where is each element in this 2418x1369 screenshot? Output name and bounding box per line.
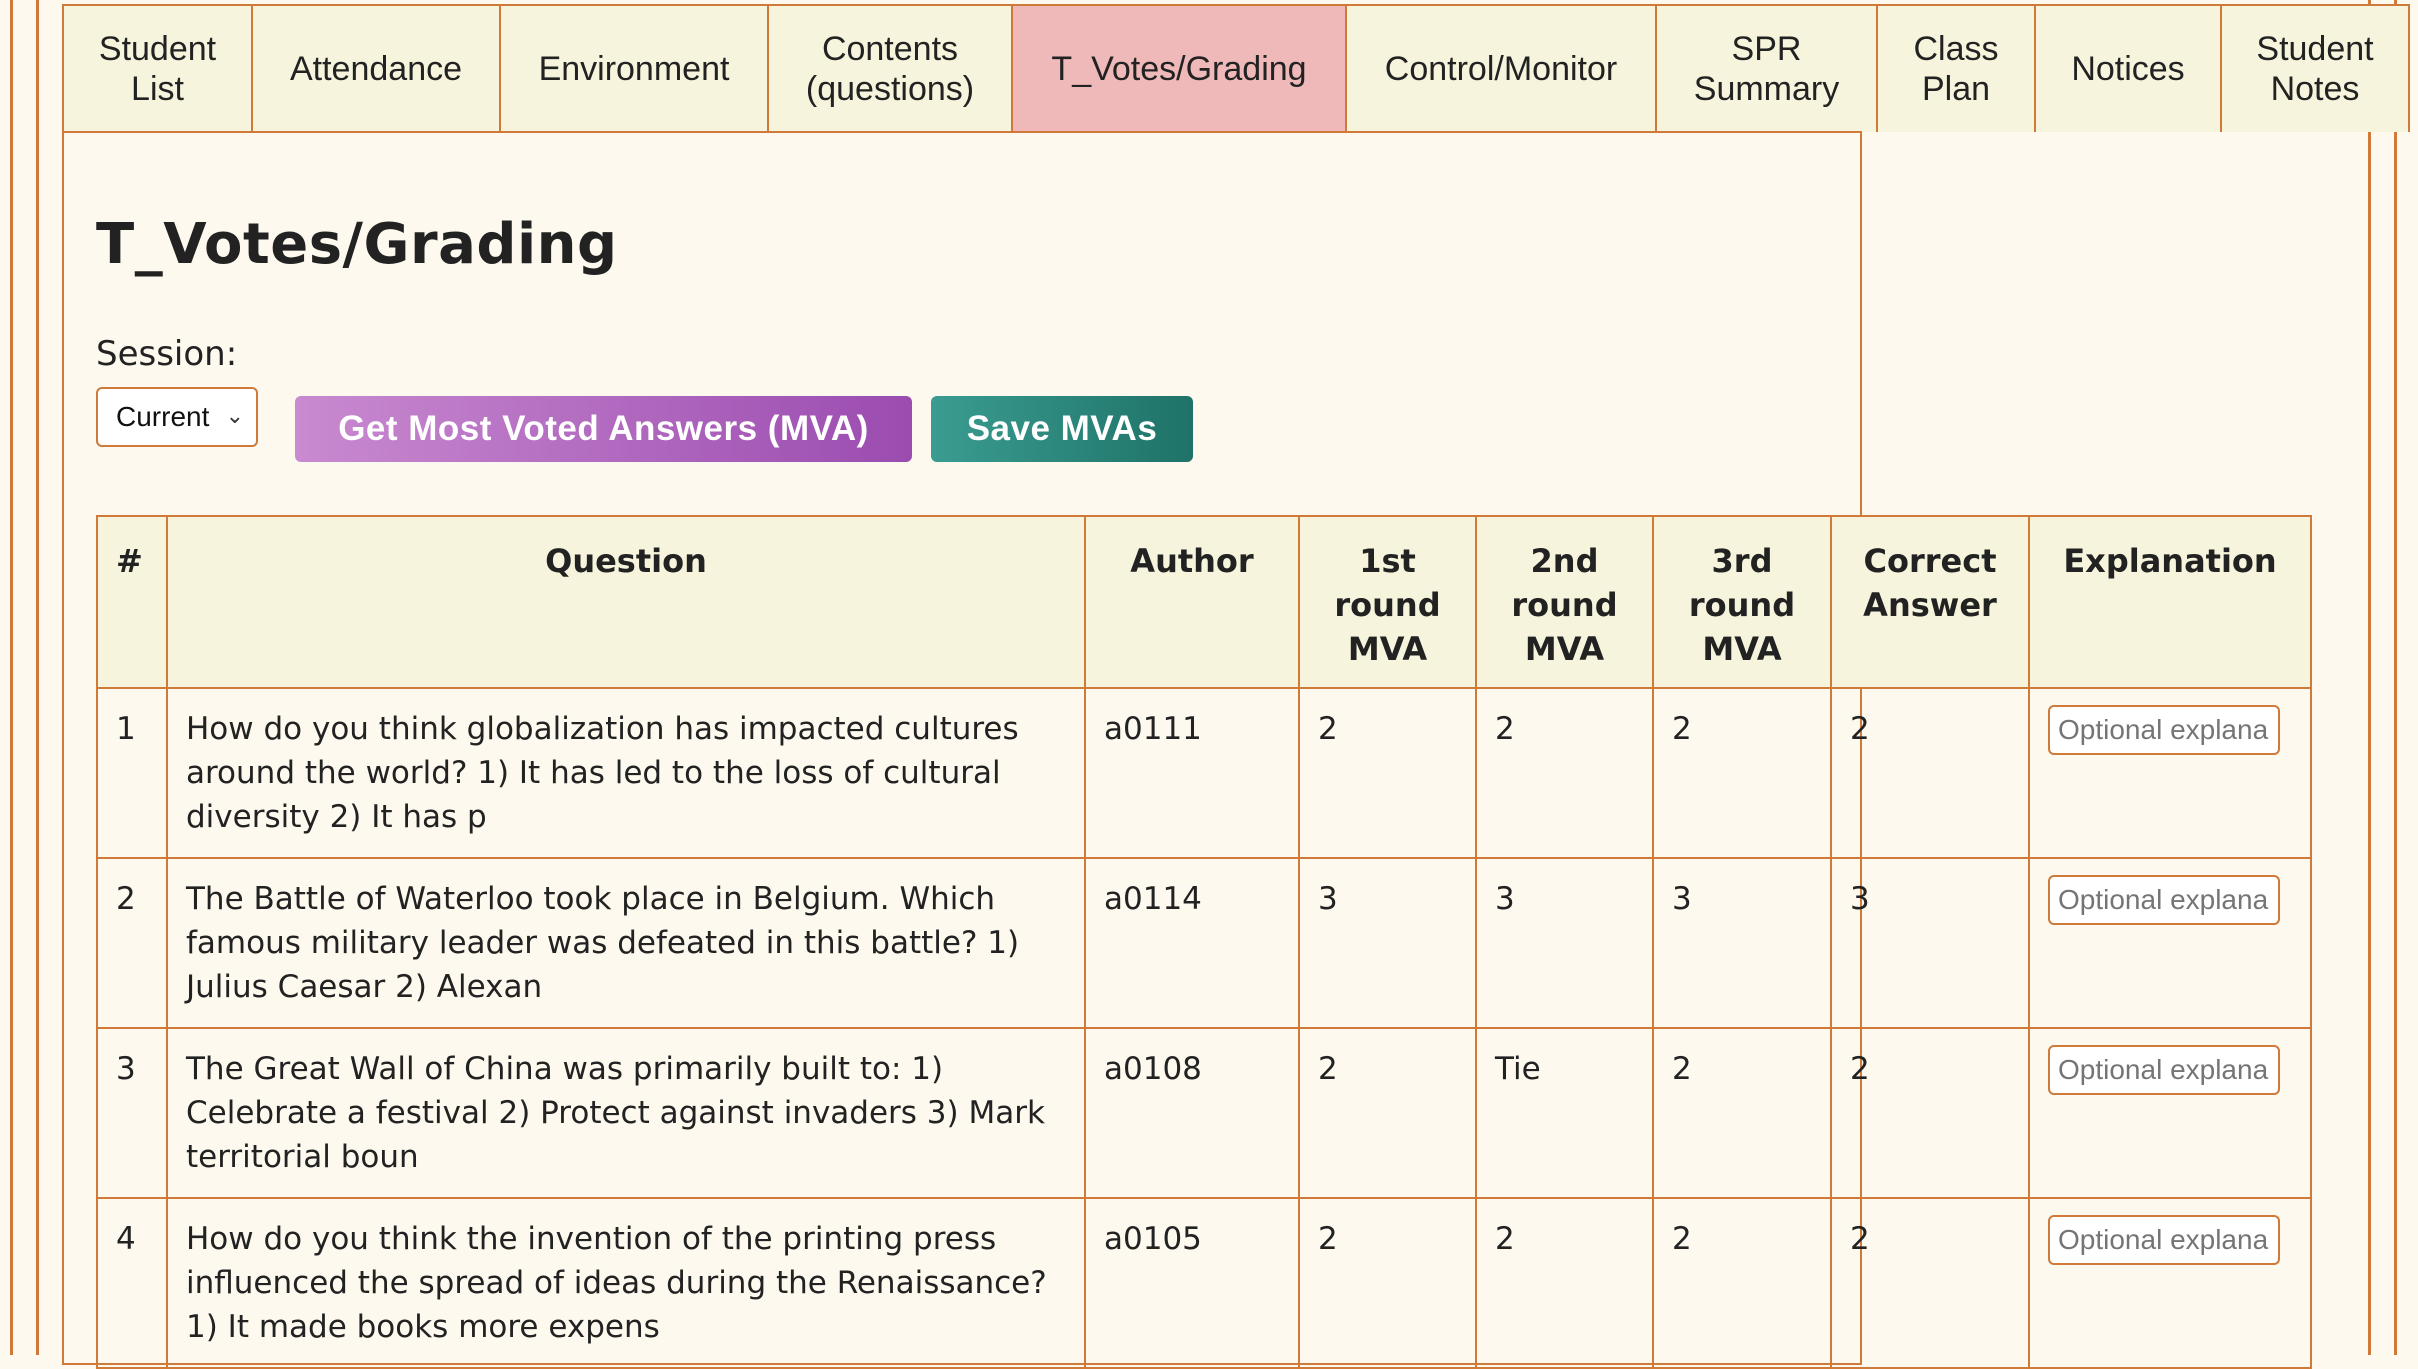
chevron-down-icon: ⌄ (225, 403, 244, 428)
col-header-number: # (96, 515, 168, 689)
explanation-input[interactable] (2048, 1215, 2280, 1265)
table-row: 2 The Battle of Waterloo took place in B… (96, 857, 2312, 1029)
round1-mva: 3 (1298, 857, 1477, 1029)
explanation-input[interactable] (2048, 705, 2280, 755)
tab-spr-summary[interactable]: SPR Summary (1655, 4, 1876, 132)
correct-answer: 2 (1830, 687, 2030, 859)
page-border-right-inner (2368, 0, 2371, 1355)
explanation-input[interactable] (2048, 875, 2280, 925)
question-text: How do you think globalization has impac… (166, 687, 1086, 859)
tab-environment[interactable]: Environment (499, 4, 767, 132)
session-select[interactable]: Current ⌄ (96, 387, 258, 447)
tab-notices[interactable]: Notices (2034, 4, 2220, 132)
round2-mva: 3 (1475, 857, 1654, 1029)
explanation-input[interactable] (2048, 1045, 2280, 1095)
row-number: 3 (96, 1027, 168, 1199)
question-text: How do you think the invention of the pr… (166, 1197, 1086, 1369)
get-mva-button[interactable]: Get Most Voted Answers (MVA) (295, 396, 912, 462)
session-select-value: Current (116, 401, 210, 432)
explanation-cell (2028, 687, 2312, 859)
col-header-explanation: Explanation (2028, 515, 2312, 689)
round1-mva: 2 (1298, 687, 1477, 859)
explanation-cell (2028, 857, 2312, 1029)
tab-attendance[interactable]: Attendance (251, 4, 499, 132)
correct-answer: 2 (1830, 1197, 2030, 1369)
question-text: The Battle of Waterloo took place in Bel… (166, 857, 1086, 1029)
col-header-1st-round: 1st round MVA (1298, 515, 1477, 689)
table-row: 3 The Great Wall of China was primarily … (96, 1027, 2312, 1199)
page-title: T_Votes/Grading (96, 212, 618, 277)
tab-bar: Student List Attendance Environment Conte… (62, 4, 2410, 132)
author: a0108 (1084, 1027, 1300, 1199)
author: a0105 (1084, 1197, 1300, 1369)
row-number: 1 (96, 687, 168, 859)
round2-mva: Tie (1475, 1027, 1654, 1199)
col-header-question: Question (166, 515, 1086, 689)
col-header-2nd-round: 2nd round MVA (1475, 515, 1654, 689)
page-border-left (10, 0, 13, 1355)
table-row: 1 How do you think globalization has imp… (96, 687, 2312, 859)
round3-mva: 3 (1652, 857, 1832, 1029)
round1-mva: 2 (1298, 1027, 1477, 1199)
tab-contents[interactable]: Contents (questions) (767, 4, 1011, 132)
author: a0111 (1084, 687, 1300, 859)
row-number: 4 (96, 1197, 168, 1369)
round3-mva: 2 (1652, 1197, 1832, 1369)
save-mvas-button[interactable]: Save MVAs (931, 396, 1193, 462)
page-border-left-inner (36, 0, 39, 1355)
round2-mva: 2 (1475, 687, 1654, 859)
tab-t-votes-grading[interactable]: T_Votes/Grading (1011, 4, 1345, 132)
col-header-3rd-round: 3rd round MVA (1652, 515, 1832, 689)
page-border-right (2394, 0, 2397, 1355)
grading-table: # Question Author 1st round MVA 2nd roun… (96, 515, 2312, 1369)
round1-mva: 2 (1298, 1197, 1477, 1369)
author: a0114 (1084, 857, 1300, 1029)
tab-control-monitor[interactable]: Control/Monitor (1345, 4, 1655, 132)
session-label: Session: (96, 334, 238, 374)
row-number: 2 (96, 857, 168, 1029)
tab-student-list[interactable]: Student List (62, 4, 251, 132)
correct-answer: 3 (1830, 857, 2030, 1029)
explanation-cell (2028, 1197, 2312, 1369)
table-header-row: # Question Author 1st round MVA 2nd roun… (96, 515, 2312, 689)
table-row: 4 How do you think the invention of the … (96, 1197, 2312, 1369)
tab-class-plan[interactable]: Class Plan (1876, 4, 2034, 132)
explanation-cell (2028, 1027, 2312, 1199)
round3-mva: 2 (1652, 1027, 1832, 1199)
tab-student-notes[interactable]: Student Notes (2220, 4, 2410, 132)
correct-answer: 2 (1830, 1027, 2030, 1199)
round3-mva: 2 (1652, 687, 1832, 859)
col-header-author: Author (1084, 515, 1300, 689)
col-header-correct-answer: Correct Answer (1830, 515, 2030, 689)
round2-mva: 2 (1475, 1197, 1654, 1369)
question-text: The Great Wall of China was primarily bu… (166, 1027, 1086, 1199)
